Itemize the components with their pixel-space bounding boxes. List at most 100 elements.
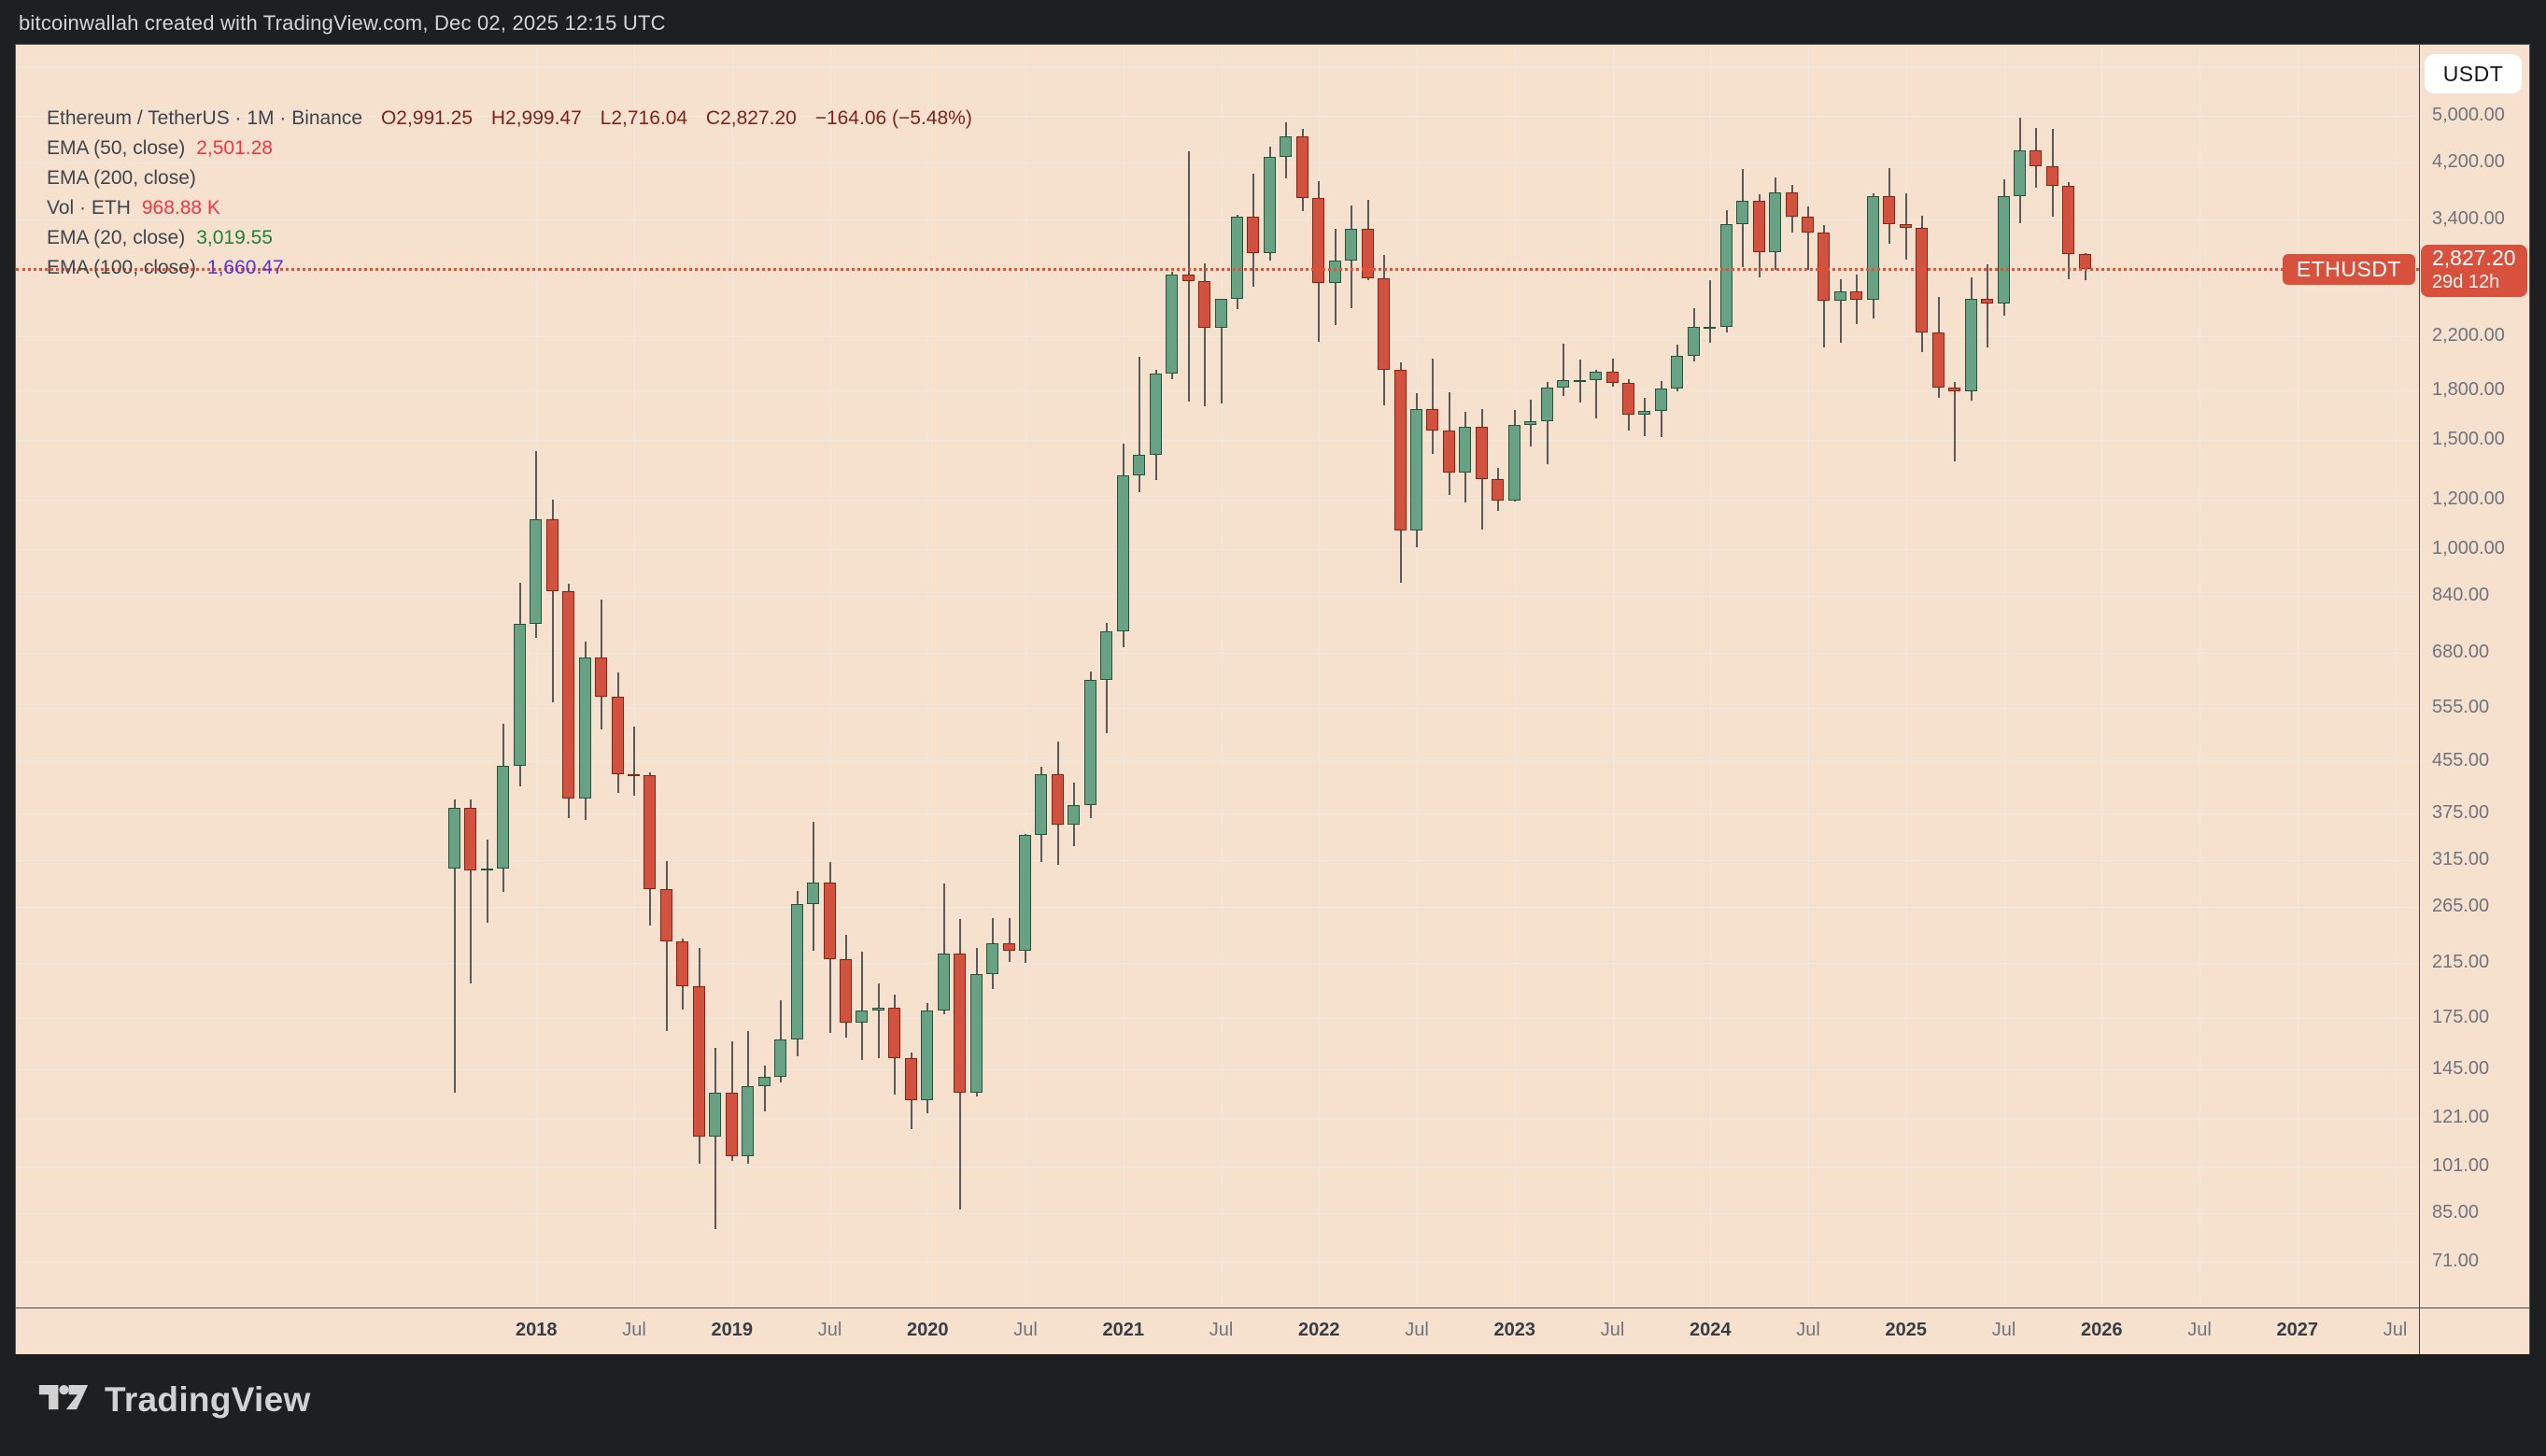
candle-2017-09[interactable] [464,807,477,871]
candle-2022-10[interactable] [1459,427,1472,473]
candle-2025-01[interactable] [1899,224,1912,228]
candle-2022-12[interactable] [1492,479,1505,502]
candle-2022-03[interactable] [1345,229,1358,261]
candle-2023-06[interactable] [1590,371,1603,380]
candle-2020-06[interactable] [1002,943,1015,951]
candle-2025-02[interactable] [1916,227,1929,332]
candle-2025-09[interactable] [2030,150,2043,166]
chart-canvas[interactable]: ETHUSDT [16,45,2419,1308]
candle-2021-03[interactable] [1149,373,1162,456]
candle-2025-08[interactable] [2013,150,2026,197]
candle-2019-02[interactable] [742,1086,755,1156]
candle-2021-05[interactable] [1181,274,1195,281]
price-axis[interactable]: USDT 2,827.20 29d 12h 5,000.00 4,200.00 3,… [2419,45,2529,1308]
currency-usdt-button[interactable]: USDT [2425,54,2522,93]
candle-2021-04[interactable] [1166,274,1179,374]
candle-2018-07[interactable] [628,773,641,776]
candle-2022-11[interactable] [1475,427,1488,480]
candle-2019-11[interactable] [888,1008,901,1058]
candle-2018-06[interactable] [611,697,624,774]
indicator-row[interactable]: EMA (200, close) [47,163,985,193]
candle-2022-01[interactable] [1312,197,1325,283]
candle-2019-07[interactable] [823,882,836,960]
candle-2018-02[interactable] [545,518,559,591]
candle-2019-06[interactable] [807,882,820,904]
candle-2021-11[interactable] [1280,135,1293,157]
candle-2023-03[interactable] [1540,387,1553,422]
candle-2023-11[interactable] [1671,355,1684,389]
candle-2023-08[interactable] [1621,382,1634,416]
candle-2018-09[interactable] [659,888,672,941]
candle-2021-02[interactable] [1133,455,1146,476]
candle-2023-10[interactable] [1654,388,1667,411]
candle-2020-08[interactable] [1035,773,1048,835]
symbol-legend-row[interactable]: Ethereum / TetherUS · 1M · Binance O2,99… [47,104,985,134]
candle-2023-07[interactable] [1605,371,1619,383]
candle-2024-06[interactable] [1785,191,1798,217]
tradingview-brand[interactable]: TradingView [37,1380,311,1420]
candle-2021-12[interactable] [1295,135,1308,198]
candle-2025-12[interactable] [2078,253,2091,270]
candle-2019-08[interactable] [839,959,852,1024]
candle-2025-06[interactable] [1981,299,1994,304]
candle-2018-11[interactable] [692,986,705,1137]
candle-2024-05[interactable] [1769,191,1782,252]
candle-2020-07[interactable] [1019,834,1032,951]
candle-2021-08[interactable] [1230,217,1243,299]
candle-2017-12[interactable] [513,624,526,767]
candle-2018-01[interactable] [530,518,543,625]
candle-2018-04[interactable] [578,657,591,799]
candle-2022-06[interactable] [1393,370,1407,530]
candle-2023-12[interactable] [1687,326,1700,356]
candle-2018-10[interactable] [676,940,689,987]
candle-2019-05[interactable] [790,903,803,1039]
candle-2021-09[interactable] [1247,217,1260,253]
candle-2022-04[interactable] [1361,229,1374,279]
candle-2020-02[interactable] [937,953,950,1011]
indicator-row[interactable]: EMA (50, close) 2,501.28 [47,134,985,163]
candle-2024-09[interactable] [1833,291,1846,302]
indicator-row[interactable]: Vol · ETH 968.88 K [47,193,985,223]
candle-2025-07[interactable] [1997,196,2010,304]
candle-2021-07[interactable] [1214,298,1227,328]
candle-2024-08[interactable] [1818,233,1831,302]
candle-2020-01[interactable] [921,1011,934,1101]
candle-2024-07[interactable] [1802,216,1814,233]
candle-2019-03[interactable] [757,1076,771,1087]
candle-2020-12[interactable] [1100,630,1113,680]
candle-2023-09[interactable] [1638,410,1651,416]
indicator-row[interactable]: EMA (20, close) 3,019.55 [47,223,985,253]
time-axis[interactable]: 2018 Jul 2019 Jul 2020 Jul 2021 Jul 2022 Jul 2023 J… [16,1308,2529,1354]
candle-2024-12[interactable] [1883,196,1896,225]
candle-2020-11[interactable] [1083,680,1096,806]
candle-2018-03[interactable] [562,590,575,799]
candle-2024-03[interactable] [1736,200,1749,224]
candle-2025-05[interactable] [1964,299,1977,392]
candle-2018-05[interactable] [595,657,608,698]
candle-2025-04[interactable] [1948,387,1961,392]
candle-2021-06[interactable] [1198,280,1211,328]
candle-2021-01[interactable] [1116,475,1129,631]
candle-2022-09[interactable] [1442,430,1455,473]
candle-2019-04[interactable] [774,1039,787,1077]
candle-2024-04[interactable] [1752,200,1765,252]
candle-2023-02[interactable] [1524,421,1537,425]
candle-2023-01[interactable] [1507,424,1521,502]
candle-2019-10[interactable] [871,1008,884,1011]
candle-2025-03[interactable] [1931,332,1945,388]
candle-2024-01[interactable] [1704,326,1717,329]
candle-2021-10[interactable] [1263,156,1276,253]
candle-2022-02[interactable] [1328,260,1341,283]
candle-2017-11[interactable] [497,766,510,869]
candle-2020-09[interactable] [1051,773,1064,826]
candle-2023-05[interactable] [1573,379,1586,382]
candle-2024-02[interactable] [1719,223,1733,327]
candle-2025-11[interactable] [2062,185,2075,254]
candle-2024-10[interactable] [1850,291,1863,301]
candle-2022-05[interactable] [1378,278,1391,371]
candle-2022-08[interactable] [1426,409,1439,431]
candle-2017-10[interactable] [480,869,493,871]
candle-2018-12[interactable] [709,1092,722,1137]
candle-2017-08[interactable] [448,807,460,869]
candle-2022-07[interactable] [1410,409,1423,530]
